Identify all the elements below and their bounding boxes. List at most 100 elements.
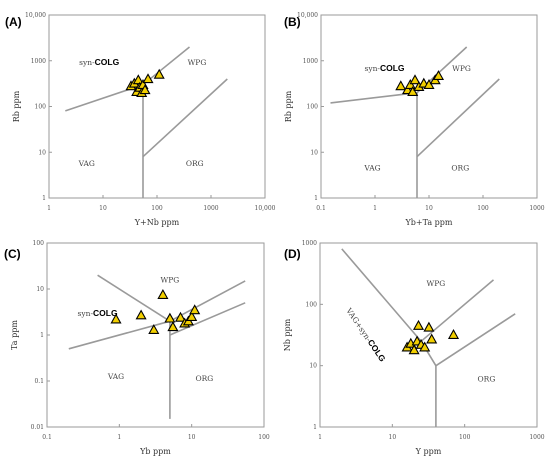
field-label-bold: COLG	[95, 57, 120, 67]
data-point	[407, 86, 419, 96]
data-point	[432, 70, 445, 80]
field-label: WPG	[452, 64, 471, 73]
field-label: VAG	[78, 159, 95, 168]
x-tick-label: 0.1	[316, 205, 326, 212]
data-point	[395, 80, 407, 91]
x-tick-label: 10	[425, 205, 433, 212]
y-tick-label: 1000	[31, 58, 46, 65]
data-point	[412, 319, 425, 330]
x-tick-label: 100	[258, 434, 270, 441]
field-label: ORG	[451, 163, 469, 172]
field-label-text: VAG	[78, 159, 95, 168]
data-point	[148, 324, 160, 334]
panel-label: (D)	[284, 247, 301, 261]
field-boundary	[65, 46, 191, 112]
y-tick-label: 100	[35, 104, 47, 111]
y-tick-label: 10,000	[297, 12, 318, 19]
x-tick-label: 0.1	[42, 434, 52, 441]
y-tick-label: 0.01	[31, 424, 44, 431]
field-label-bold: COLG	[93, 308, 118, 318]
x-tick-label: 1000	[529, 434, 544, 441]
data-point	[139, 84, 151, 95]
x-tick-label: 1	[47, 205, 51, 212]
y-tick-label: 10	[38, 149, 46, 156]
data-point	[189, 304, 201, 315]
field-label: ORG	[478, 375, 496, 384]
data-point	[409, 74, 421, 85]
field-label-text: ORG	[186, 159, 204, 168]
x-tick-label: 10	[389, 434, 397, 441]
chart-panel-2: (B) 0.1 1 10 100 1000 1 10 100 1000 10,000 Yb+Ta pp…	[284, 12, 545, 227]
panel-label: (A)	[5, 15, 22, 29]
chart-panel-4: (D) 1 10 100 1000 1 10 100 1000 Y ppm Nb ppm WPG VAG…	[283, 240, 545, 456]
field-label: VAG+syn-COLG	[344, 305, 388, 364]
plot-frame	[46, 242, 265, 428]
x-tick-label: 10	[99, 205, 107, 212]
y-tick-label: 1	[42, 195, 46, 202]
data-point	[135, 309, 147, 320]
y-axis-title: Rb ppm	[12, 90, 21, 122]
field-label-text: syn-	[365, 64, 381, 73]
x-axis-title: Yb ppm	[139, 447, 171, 456]
y-tick-label: 10,000	[25, 12, 46, 19]
y-tick-label: 10	[310, 149, 318, 156]
field-label: ORG	[186, 159, 204, 168]
field-label-text: WPG	[452, 64, 471, 73]
field-label: WPG	[188, 58, 207, 67]
data-point	[153, 68, 165, 79]
y-tick-label: 100	[307, 104, 319, 111]
data-point	[174, 311, 187, 322]
field-label-text: WPG	[188, 58, 207, 67]
y-tick-label: 1	[40, 332, 44, 339]
field-label-text: ORG	[478, 375, 496, 384]
data-point	[164, 312, 176, 323]
y-axis-title: Ta ppm	[10, 320, 19, 350]
y-tick-label: 10	[36, 286, 44, 293]
y-tick-label: 100	[306, 301, 318, 308]
x-axis-title: Y+Nb ppm	[134, 218, 180, 227]
field-label-text: ORG	[196, 374, 214, 383]
data-point	[142, 73, 154, 84]
data-point	[408, 344, 420, 355]
y-tick-label: 1	[314, 195, 318, 202]
data-point	[132, 74, 144, 85]
x-tick-label: 10	[188, 434, 196, 441]
field-label-text: WPG	[427, 279, 446, 288]
field-boundary	[420, 313, 516, 367]
x-tick-label: 1000	[203, 205, 218, 212]
y-tick-label: 0.1	[34, 378, 44, 385]
y-tick-label: 1000	[303, 58, 318, 65]
field-boundary	[330, 46, 468, 104]
y-tick-label: 1	[313, 424, 317, 431]
data-point	[426, 333, 438, 344]
field-label-text: VAG	[363, 163, 380, 172]
chart-panel-1: (A) 1 10 100 1000 10,000 1 10 100 1000 10,000 Y+Nb …	[5, 12, 276, 227]
field-label-text: VAG+syn-	[344, 306, 374, 344]
data-point	[186, 310, 198, 321]
field-boundary	[97, 274, 171, 322]
plot-frame	[48, 14, 266, 199]
panel-label: (C)	[4, 247, 21, 261]
data-point	[157, 288, 169, 299]
field-label: WPG	[161, 275, 180, 284]
plot-frame	[320, 14, 538, 199]
field-label-text: VAG	[107, 372, 124, 381]
field-label-text: syn-	[79, 58, 95, 67]
chart-panel-3: (C) 0.1 1 10 100 0.01 0.1 1 10 100 Yb ppm Ta ppm syn…	[4, 240, 270, 456]
x-tick-label: 1	[117, 434, 121, 441]
y-tick-label: 1000	[302, 240, 317, 247]
plot-frame	[319, 242, 538, 428]
field-label: syn-COLG	[79, 57, 119, 67]
field-label: syn-COLG	[78, 308, 118, 318]
field-label-text: syn-	[78, 309, 94, 318]
panels: (A) 1 10 100 1000 10,000 1 10 100 1000 10,000 Y+Nb …	[4, 12, 545, 456]
field-label-text: ORG	[451, 163, 469, 172]
field-label-bold: COLG	[366, 338, 388, 364]
data-point	[447, 328, 460, 339]
field-label: ORG	[196, 374, 214, 383]
x-tick-label: 1	[318, 434, 322, 441]
data-point	[167, 321, 179, 332]
field-label-bold: COLG	[380, 63, 405, 73]
field-boundary	[416, 78, 500, 158]
data-point	[423, 321, 435, 332]
